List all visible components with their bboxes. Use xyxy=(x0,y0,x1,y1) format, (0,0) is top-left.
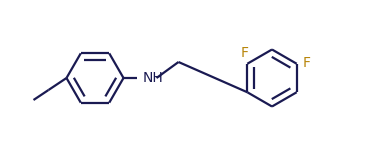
Text: F: F xyxy=(303,56,311,70)
Text: NH: NH xyxy=(142,71,163,85)
Text: F: F xyxy=(240,46,248,60)
